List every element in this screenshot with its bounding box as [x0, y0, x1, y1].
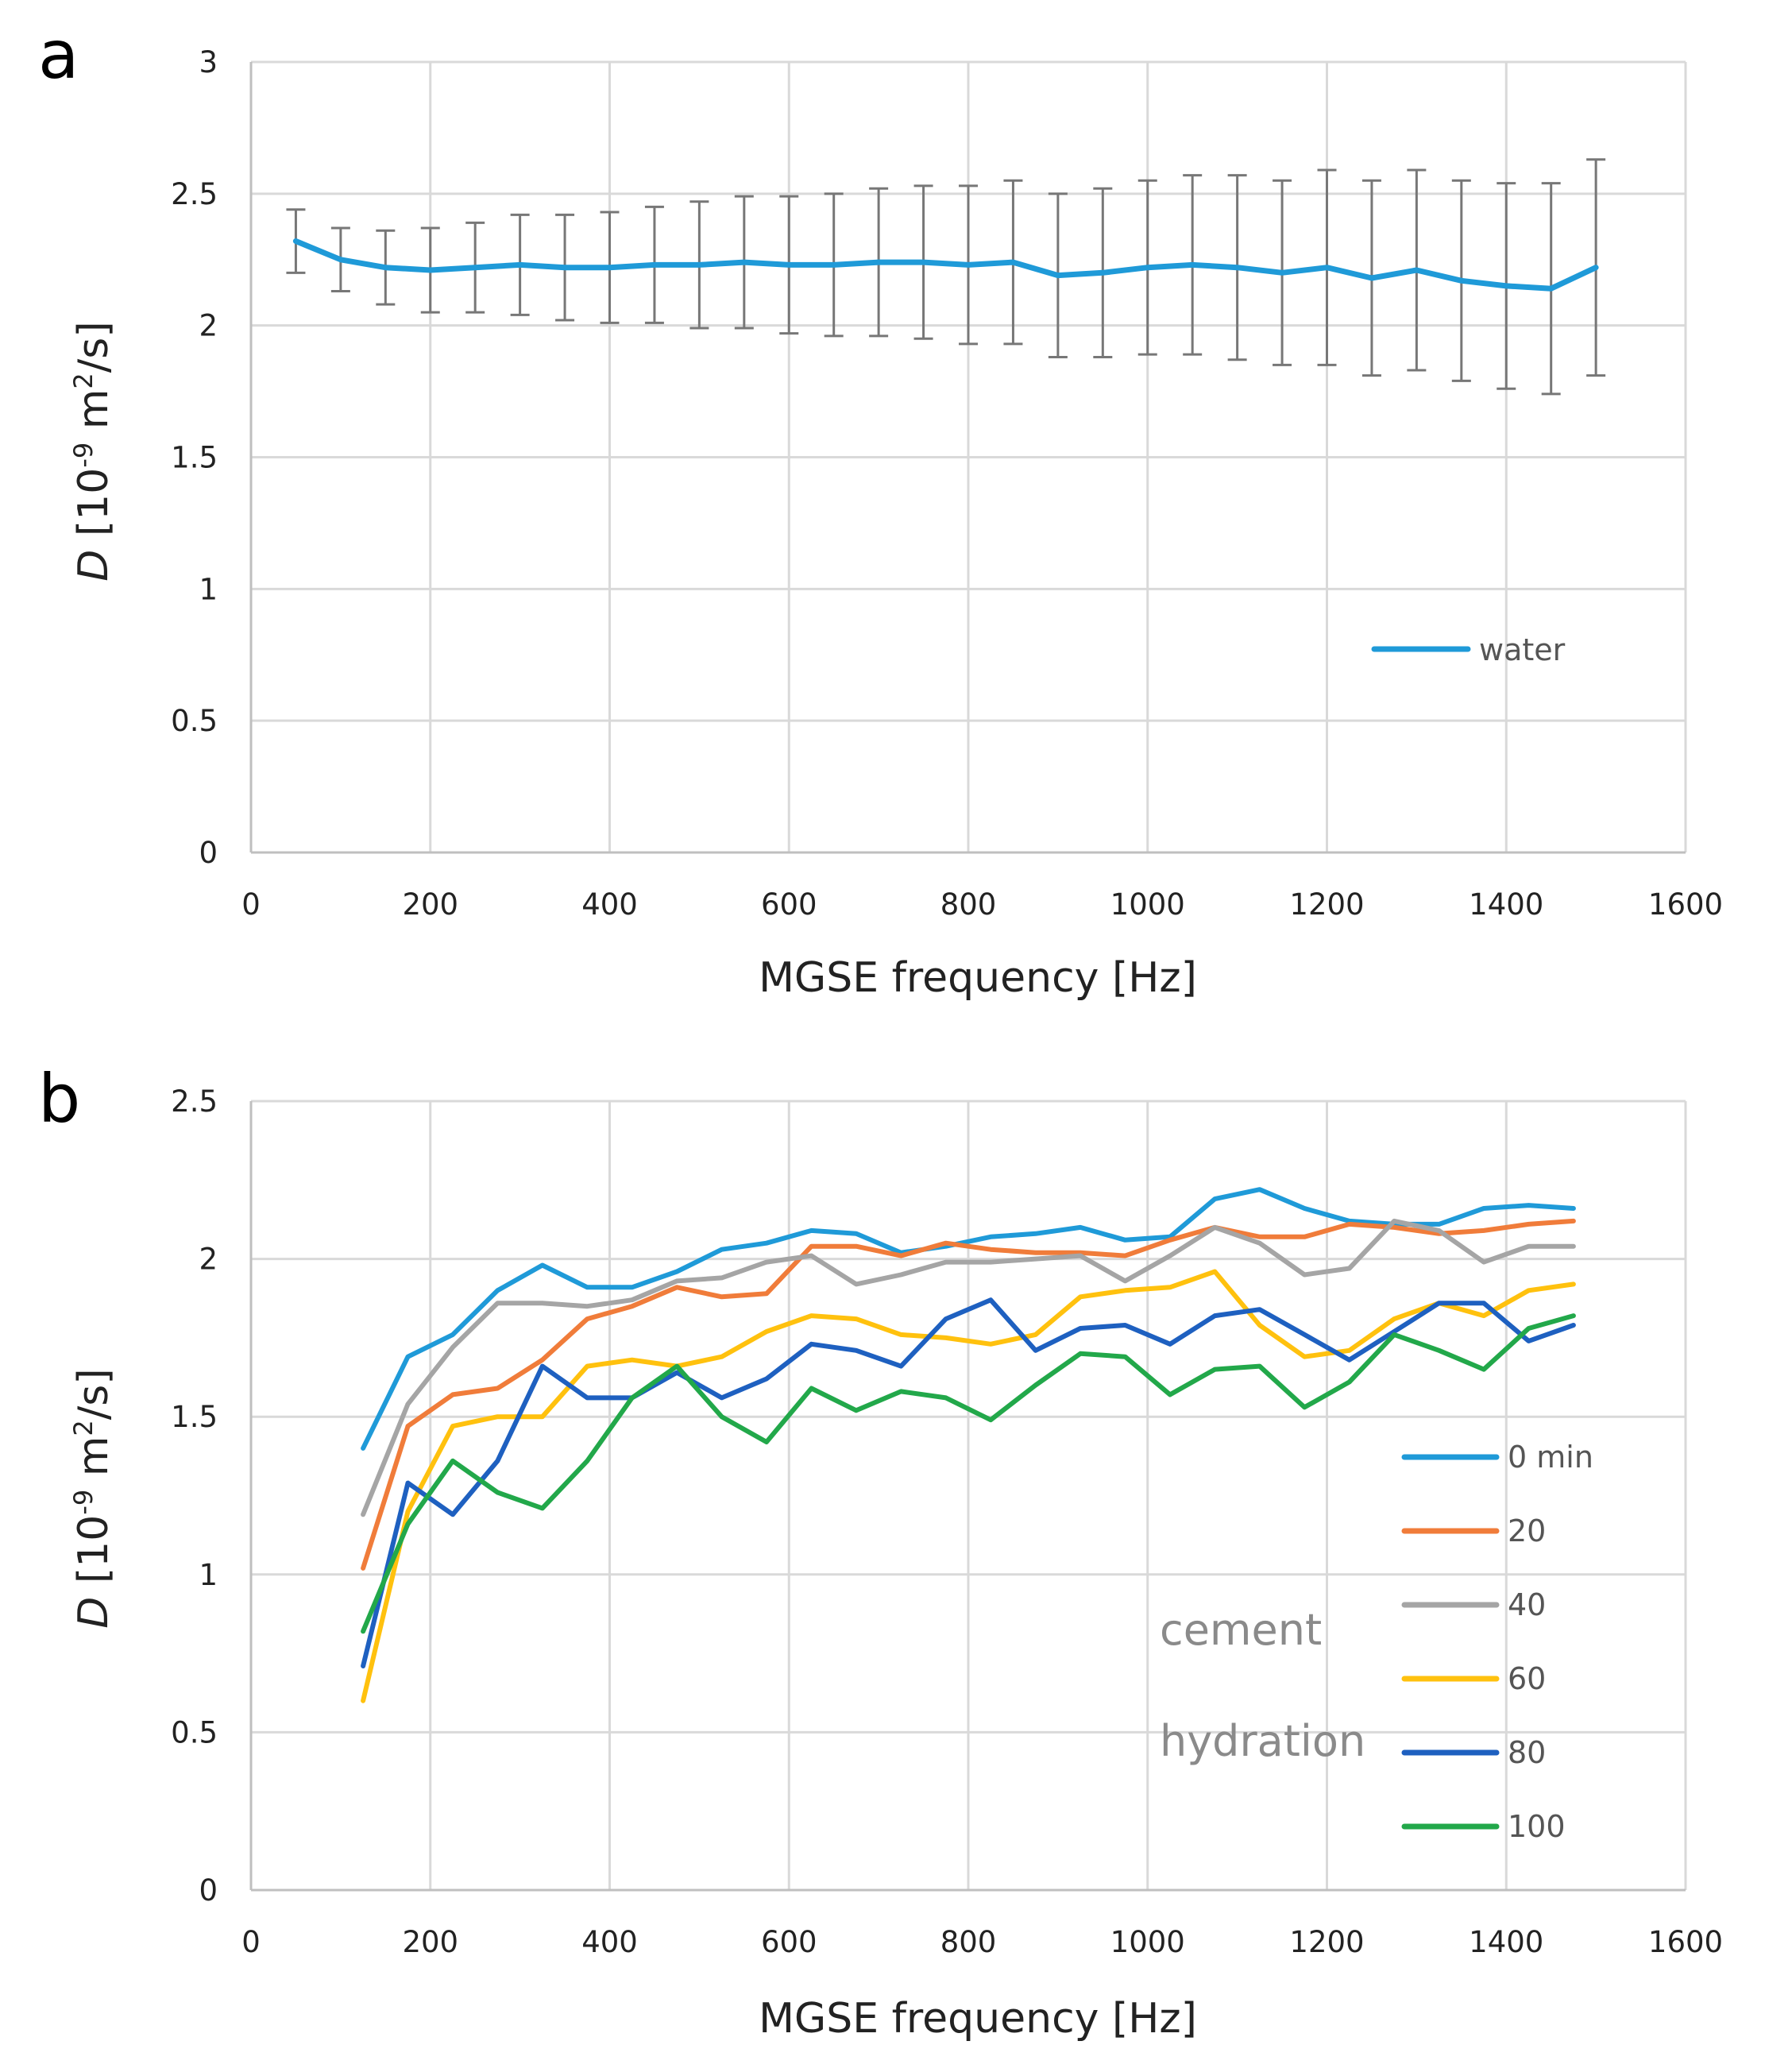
panel-b-series-line-0-min: [361, 1187, 1576, 1451]
panel-b-y-tick-label: 2.5: [171, 1084, 218, 1119]
panel-b-label: b: [38, 1060, 80, 1138]
panel-b-y-tick-label: 0: [199, 1873, 218, 1908]
panel-b-y-axis-title: D [10-9 m2/s]: [68, 1368, 118, 1628]
panel-b-x-tick-label: 1000: [1110, 1925, 1185, 1959]
panel-a-series: [292, 238, 1599, 292]
panel-a-y-tick-label: 1.5: [171, 441, 218, 475]
panel-b: b 0 0.5 1 1.5 2 2.5 0 200 400 600 800 1000 1200 1400…: [38, 1060, 1723, 2043]
legend-label-60: 60: [1508, 1661, 1546, 1696]
panel-b-x-tick-label: 800: [940, 1925, 997, 1959]
panel-a-y-tick-label: 3: [199, 45, 218, 79]
panel-a-y-tick-label: 1: [199, 572, 218, 606]
panel-b-axes: [249, 1101, 1686, 1892]
panel-b-series: [361, 1187, 1576, 1703]
legend-entry-100: 100: [1401, 1809, 1566, 1844]
panel-a-x-tick-label: 1400: [1469, 887, 1543, 922]
legend-entry-80: 80: [1401, 1735, 1546, 1770]
legend-label-80: 80: [1508, 1735, 1546, 1770]
panel-a-x-tick-label: 800: [940, 887, 997, 922]
annotation-cement: cement: [1160, 1605, 1322, 1655]
panel-a-y-axis-title: D [10-9 m2/s]: [68, 321, 118, 581]
panel-b-x-tick-labels: 0 200 400 600 800 1000 1200 1400 1600: [241, 1925, 1723, 1959]
panel-b-y-tick-labels: 0 0.5 1 1.5 2 2.5: [171, 1084, 218, 1908]
panel-a-x-tick-label: 0: [241, 887, 261, 922]
panel-b-series-line-80: [361, 1297, 1576, 1668]
panel-b-series-line-100: [361, 1313, 1576, 1634]
panel-a-y-tick-label: 2.5: [171, 177, 218, 211]
panel-a-x-tick-label: 1000: [1110, 887, 1185, 922]
panel-a-y-tick-label: 2: [199, 309, 218, 343]
panel-a-x-axis-title: MGSE frequency [Hz]: [759, 954, 1197, 1002]
panel-a-label: a: [38, 16, 79, 94]
panel-b-legend: 0 min 20 40 60 80 100: [1401, 1440, 1593, 1844]
panel-a-y-tick-label: 0.5: [171, 704, 218, 738]
panel-a-y-tick-labels: 0 0.5 1 1.5 2 2.5 3: [171, 45, 218, 870]
panel-a-error-bars: [286, 158, 1606, 396]
panel-b-series-line-40: [361, 1218, 1576, 1517]
legend-entry-60: 60: [1401, 1661, 1546, 1696]
annotation-hydration: hydration: [1160, 1716, 1365, 1766]
panel-a-x-tick-label: 1200: [1289, 887, 1364, 922]
panel-a: a 0 0.5 1 1.5 2 2.5 3 0 200 400 600 800 1000 1200 140…: [38, 16, 1723, 1002]
panel-b-x-tick-label: 0: [241, 1925, 261, 1959]
panel-a-axes: [249, 62, 1686, 854]
legend-label-100: 100: [1508, 1809, 1566, 1844]
panel-a-x-tick-labels: 0 200 400 600 800 1000 1200 1400 1600: [241, 887, 1723, 922]
legend-label-20: 20: [1508, 1513, 1546, 1548]
panel-b-y-tick-label: 2: [199, 1243, 218, 1277]
panel-b-series-line-20: [361, 1218, 1576, 1571]
legend-label-0-min: 0 min: [1508, 1440, 1593, 1475]
panel-a-series-line-water: [292, 238, 1599, 292]
legend-entry-20: 20: [1401, 1513, 1546, 1548]
legend-label-40: 40: [1508, 1587, 1546, 1622]
legend-label-water: water: [1479, 632, 1566, 667]
panel-b-series-line-60: [361, 1269, 1576, 1703]
legend-entry-0-min: 0 min: [1401, 1440, 1593, 1475]
legend-entry-40: 40: [1401, 1587, 1546, 1622]
panel-b-x-tick-label: 1400: [1469, 1925, 1543, 1959]
panel-a-x-tick-label: 200: [402, 887, 458, 922]
panel-b-x-tick-label: 200: [402, 1925, 458, 1959]
panel-a-x-tick-label: 400: [581, 887, 638, 922]
panel-a-x-tick-label: 1600: [1648, 887, 1723, 922]
panel-b-y-tick-label: 0.5: [171, 1715, 218, 1749]
panel-b-x-tick-label: 1200: [1289, 1925, 1364, 1959]
panel-b-x-axis-title: MGSE frequency [Hz]: [759, 1995, 1197, 2043]
panel-a-y-tick-label: 0: [199, 836, 218, 870]
panel-a-legend: water: [1371, 632, 1566, 667]
panel-b-x-tick-label: 400: [581, 1925, 638, 1959]
panel-b-y-tick-label: 1: [199, 1558, 218, 1592]
panel-b-grid: [251, 1100, 1687, 1890]
panel-b-x-tick-label: 1600: [1648, 1925, 1723, 1959]
panel-a-x-tick-label: 600: [761, 887, 817, 922]
panel-b-x-tick-label: 600: [761, 1925, 817, 1959]
panel-b-y-tick-label: 1.5: [171, 1400, 218, 1434]
